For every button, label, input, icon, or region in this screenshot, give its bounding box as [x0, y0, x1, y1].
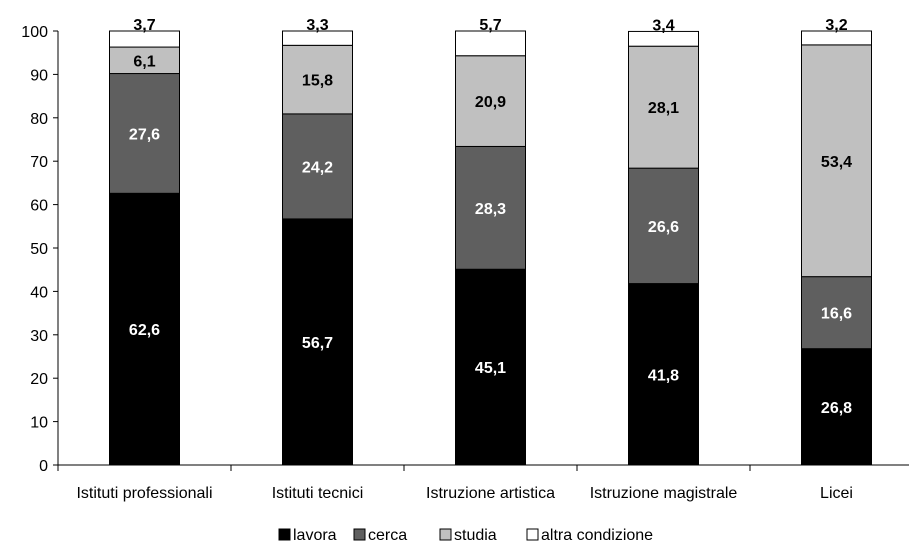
- legend-swatch-cerca: [353, 528, 366, 541]
- data-label: 15,8: [302, 73, 333, 90]
- data-label: 41,8: [648, 367, 679, 384]
- y-tick-label: 80: [30, 111, 48, 128]
- category-labels: Istituti professionali Istituti tecnici Is…: [76, 485, 852, 502]
- x-tick-label: Istruzione artistica: [426, 485, 555, 502]
- data-label: 20,9: [475, 94, 506, 111]
- legend-label: cerca: [368, 527, 407, 544]
- bar-segment-lavora: [455, 268, 526, 466]
- bar-segment-altra-condizione: [455, 30, 526, 57]
- data-label: 56,7: [302, 335, 333, 352]
- y-tick-label: 30: [30, 328, 48, 345]
- legend-swatch-altra-condizione: [526, 528, 539, 541]
- bar-segment-lavora: [282, 218, 353, 466]
- data-label: 27,6: [129, 126, 160, 143]
- data-label: 53,4: [821, 154, 852, 171]
- y-tick-label: 40: [30, 284, 48, 301]
- bar-segment-cerca: [628, 167, 699, 285]
- data-label: 16,6: [821, 306, 852, 323]
- data-label: 62,6: [129, 322, 160, 339]
- bar-segment-altra-condizione: [628, 30, 699, 47]
- axes: 0 10 20 30 40 50 60 70 80 90 100: [21, 24, 909, 475]
- data-label: 6,1: [133, 53, 155, 70]
- y-tick-label: 20: [30, 371, 48, 388]
- data-label: 3,3: [306, 17, 328, 34]
- y-tick-label: 70: [30, 154, 48, 171]
- y-tick-label: 90: [30, 67, 48, 84]
- data-label: 26,8: [821, 400, 852, 417]
- x-tick-label: Licei: [820, 485, 853, 502]
- data-label: 3,4: [652, 17, 674, 34]
- bar-segment-lavora: [628, 283, 699, 466]
- legend-label: altra condizione: [541, 527, 653, 544]
- data-label: 28,1: [648, 100, 679, 117]
- bar-segment-studia: [628, 45, 699, 169]
- data-label: 3,2: [825, 17, 847, 34]
- data-label: 3,7: [133, 17, 155, 34]
- data-label: 28,3: [475, 201, 506, 218]
- legend-swatch-studia: [439, 528, 452, 541]
- bar-segment-cerca: [455, 145, 526, 270]
- data-label: 24,2: [302, 159, 333, 176]
- legend-swatch-lavora: [278, 528, 291, 541]
- data-label: 5,7: [479, 17, 501, 34]
- bar-segment-studia: [801, 44, 872, 278]
- bar-segment-studia: [109, 46, 180, 75]
- y-tick-label: 0: [39, 458, 48, 475]
- data-label: 26,6: [648, 219, 679, 236]
- legend: lavora cerca studia altra condizione: [278, 527, 653, 544]
- y-tick-label: 50: [30, 241, 48, 258]
- y-tick-label: 100: [21, 24, 48, 41]
- x-tick-label: Istituti professionali: [76, 485, 212, 502]
- y-tick-label: 10: [30, 415, 48, 432]
- y-tick-label: 60: [30, 198, 48, 215]
- bar-segment-lavora: [801, 348, 872, 466]
- bar-segment-altra-condizione: [801, 30, 872, 46]
- bar-segment-cerca: [801, 276, 872, 350]
- bars: 62,6 27,6 6,1 3,7 56,7 24,2 15,8 3,3 45,1 28,3 20,…: [109, 17, 872, 466]
- x-tick-label: Istruzione magistrale: [590, 485, 738, 502]
- bar-segment-cerca: [109, 73, 180, 194]
- legend-label: lavora: [293, 527, 337, 544]
- x-tick-label: Istituti tecnici: [272, 485, 364, 502]
- bar-segment-altra-condizione: [282, 30, 353, 46]
- bar-segment-altra-condizione: [109, 30, 180, 48]
- data-label: 45,1: [475, 360, 506, 377]
- bar-segment-cerca: [282, 113, 353, 220]
- bar-segment-studia: [282, 44, 353, 115]
- legend-label: studia: [454, 527, 497, 544]
- bar-segment-studia: [455, 55, 526, 147]
